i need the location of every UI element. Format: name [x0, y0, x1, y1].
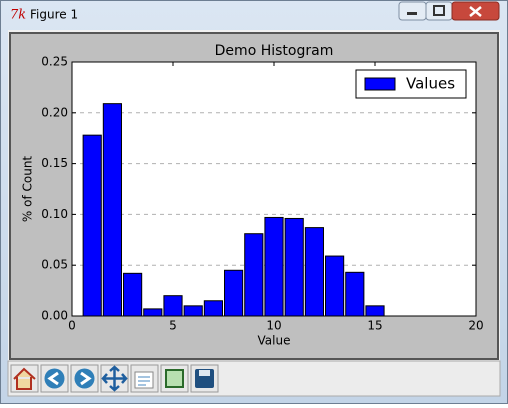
maximize-button[interactable] [425, 1, 453, 21]
forward-arrow [80, 371, 92, 386]
zoom-icon [134, 371, 154, 389]
legend-swatch [364, 77, 396, 91]
bar [284, 217, 304, 317]
window-title: Figure 1 [30, 8, 78, 22]
close-icon [469, 6, 482, 17]
back-icon [44, 368, 65, 389]
bar [244, 233, 264, 317]
y-tick-label: 0.15 [41, 156, 68, 170]
x-tick-label: 5 [169, 319, 177, 333]
y-tick-label: 0.25 [41, 55, 68, 69]
x-axis-label: Value [258, 334, 291, 348]
x-tick-label: 20 [468, 319, 483, 333]
bar [143, 308, 163, 317]
bar [163, 295, 183, 317]
home-icon [13, 367, 36, 390]
minimize-button[interactable] [398, 1, 427, 21]
window-buttons[interactable] [398, 1, 500, 21]
bar [102, 103, 122, 317]
chart-title: Demo Histogram [215, 43, 334, 59]
x-tick-label: 15 [367, 319, 382, 333]
y-tick-label: 0.00 [41, 309, 68, 323]
y-tick-label: 0.20 [41, 105, 68, 119]
y-tick-label: 0.10 [41, 207, 68, 221]
y-axis-label: % of Count [21, 156, 35, 223]
bar [203, 300, 223, 317]
axes-frame [71, 61, 477, 317]
maximize-icon [433, 5, 445, 16]
subplots-icon [165, 369, 184, 388]
minimize-icon [407, 12, 417, 15]
bar [224, 269, 244, 317]
bar [183, 305, 203, 317]
bar [304, 227, 324, 317]
pan-icon [101, 365, 128, 392]
save-label [199, 370, 210, 376]
bar [82, 134, 102, 317]
bar [325, 255, 345, 317]
x-tick-label: 0 [68, 319, 76, 333]
bar [345, 271, 365, 317]
forward-icon [74, 368, 95, 389]
bar [264, 216, 284, 317]
bar [123, 272, 143, 317]
legend-label: Values [406, 75, 455, 93]
toolbar-buttons[interactable] [10, 364, 219, 393]
x-tick-label: 10 [266, 319, 281, 333]
zoom-lines [138, 376, 150, 386]
back-arrow [47, 371, 59, 386]
y-tick-label: 0.05 [41, 258, 68, 272]
app-icon: 7k [10, 8, 26, 23]
bar [365, 305, 385, 317]
